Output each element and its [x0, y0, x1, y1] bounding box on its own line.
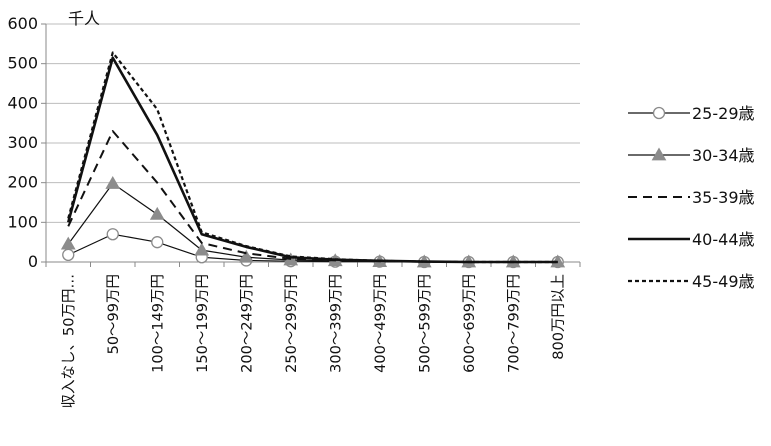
y-tick-label: 400 — [7, 93, 38, 112]
data-point — [238, 249, 254, 263]
legend-item: 35-39歳 — [628, 188, 755, 207]
data-point — [60, 236, 76, 250]
legend-item: 30-34歳 — [628, 146, 755, 165]
y-tick-label: 600 — [7, 14, 38, 33]
x-tick-label: 200～249万円 — [239, 274, 255, 373]
data-point — [62, 248, 75, 262]
x-tick-label: 150～199万円 — [195, 274, 211, 373]
series-line — [67, 51, 558, 264]
legend-label: 30-34歳 — [692, 146, 755, 165]
legend: 25-29歳 30-34歳 35-39歳 40-44歳 45-49歳 — [628, 104, 755, 291]
data-point — [149, 206, 165, 220]
y-tick-label: 100 — [7, 212, 38, 231]
data-point — [106, 228, 119, 241]
x-tick-label: 500～599万円 — [417, 274, 433, 373]
x-tick-label: 250～299万円 — [284, 274, 300, 373]
x-tick-label: 50～99万円 — [106, 274, 122, 354]
legend-label: 25-29歳 — [692, 104, 755, 123]
axes: 0 100 200 300 400 500 600 収入なし、50万円… 50～99万円 100～… — [7, 14, 581, 408]
x-tick-label: 800万円以上 — [550, 274, 567, 360]
series-4 — [67, 51, 558, 264]
x-tick-label: 400～499万円 — [373, 274, 389, 373]
legend-label: 45-49歳 — [692, 272, 755, 291]
legend-item: 45-49歳 — [628, 272, 755, 291]
legend-marker — [651, 147, 667, 161]
x-tick-label: 300～399万円 — [328, 274, 344, 373]
x-tick-label: 600～699万円 — [462, 274, 478, 373]
series-layer — [60, 51, 566, 269]
series-2 — [67, 130, 558, 263]
grid — [46, 23, 580, 223]
legend-label: 40-44歳 — [692, 230, 755, 249]
data-point — [194, 242, 210, 256]
y-tick-label: 300 — [7, 133, 38, 152]
series-line — [67, 130, 558, 263]
y-tick-label: 500 — [7, 54, 38, 73]
data-point — [105, 175, 121, 189]
unit-label: 千人 — [68, 9, 100, 28]
x-tick-label: 700～799万円 — [506, 274, 522, 373]
legend-label: 35-39歳 — [692, 188, 755, 207]
y-tick-label: 0 — [28, 252, 38, 271]
legend-marker — [652, 106, 666, 120]
legend-item: 25-29歳 — [628, 104, 755, 123]
x-tick-label: 100～149万円 — [150, 274, 166, 373]
data-point — [151, 236, 164, 249]
y-tick-label: 200 — [7, 173, 38, 192]
legend-item: 40-44歳 — [628, 230, 755, 249]
x-tick-label: 収入なし、50万円… — [60, 274, 77, 408]
